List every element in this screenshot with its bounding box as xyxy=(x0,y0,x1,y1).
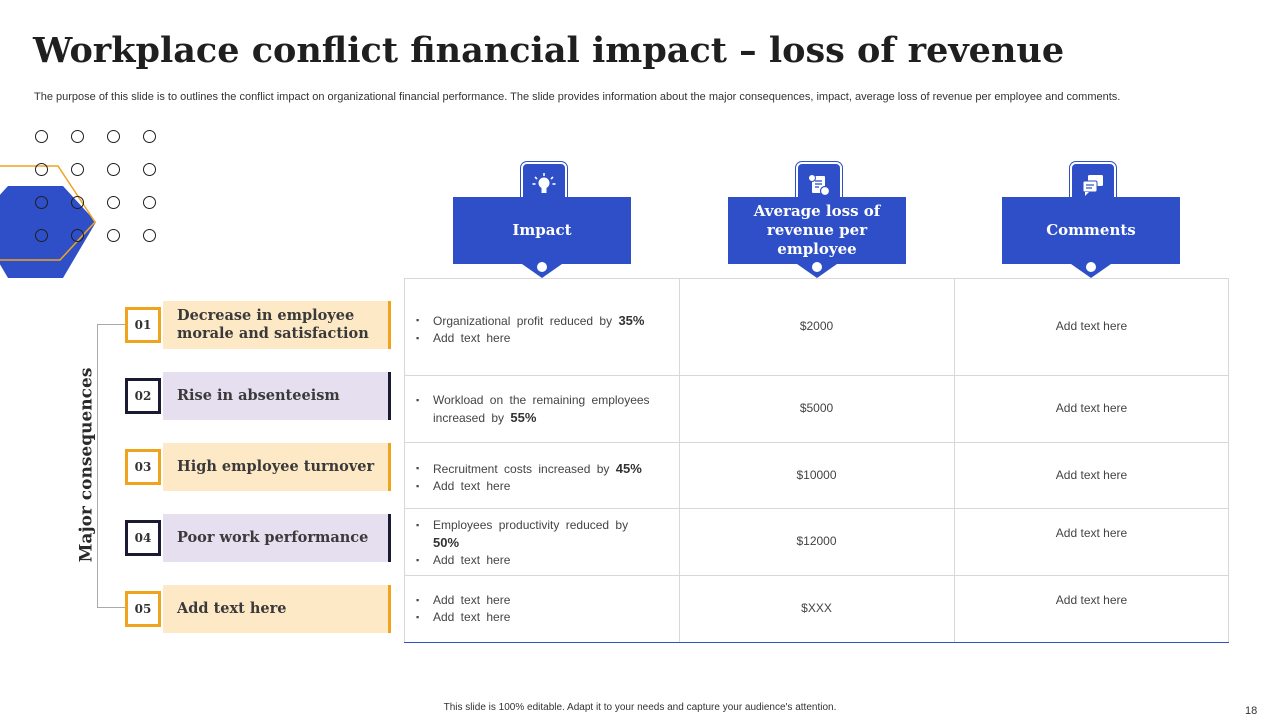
table-row-5-impact: ▪ Add text here ▪ Add text here xyxy=(416,592,661,626)
decorative-dot-grid xyxy=(35,130,165,250)
decorative-dot xyxy=(107,130,120,143)
table-row-3-loss: $10000 xyxy=(796,468,837,482)
list-item: ▪ Add text here xyxy=(416,610,511,624)
slide-subtitle: The purpose of this slide is to outlines… xyxy=(34,91,1121,103)
header-impact-label: Impact xyxy=(453,197,631,264)
header-pointer-dot xyxy=(1086,262,1096,272)
decorative-dot xyxy=(143,229,156,242)
table-row-2-comment: Add text here xyxy=(1055,401,1128,415)
table-row-1-loss: $2000 xyxy=(799,319,834,333)
table-row-2-impact: ▪ Workload on the remaining employees inc… xyxy=(416,392,661,427)
header-comments: Comments xyxy=(1002,162,1180,278)
decorative-dot xyxy=(71,196,84,209)
decorative-dot xyxy=(143,196,156,209)
table-row-1-comment: Add text here xyxy=(1055,319,1128,333)
list-item: ▪ Add text here xyxy=(416,553,511,567)
list-item: ▪ Add text here xyxy=(416,331,511,345)
decorative-dot xyxy=(107,229,120,242)
table-divider xyxy=(404,508,1229,509)
consequence-number: 05 xyxy=(125,591,161,627)
decorative-dot xyxy=(35,130,48,143)
major-consequences-label: Major consequences xyxy=(77,368,97,563)
decorative-dot xyxy=(107,196,120,209)
table-row-3-comment: Add text here xyxy=(1055,468,1128,482)
list-item: ▪ Employees productivity reduced by 50% xyxy=(416,518,629,550)
consequence-number: 04 xyxy=(125,520,161,556)
list-item: ▪ Workload on the remaining employees inc… xyxy=(416,393,650,425)
list-item: ▪ Organizational profit reduced by 35% xyxy=(416,313,645,328)
header-impact: Impact xyxy=(453,162,631,278)
decorative-dot xyxy=(107,163,120,176)
table-row-5-comment: Add text here xyxy=(1055,593,1128,607)
decorative-dot xyxy=(35,229,48,242)
consequence-label: Rise in absenteeism xyxy=(163,372,391,420)
consequence-label: High employee turnover xyxy=(163,443,391,491)
header-pointer-dot xyxy=(812,262,822,272)
decorative-dot xyxy=(35,163,48,176)
svg-text:Major consequences: Major consequences xyxy=(77,368,97,563)
consequence-number: 02 xyxy=(125,378,161,414)
consequence-number: 01 xyxy=(125,307,161,343)
decorative-dot xyxy=(35,196,48,209)
slide-title: Workplace conflict financial impact – lo… xyxy=(33,30,1065,71)
decorative-dot xyxy=(143,163,156,176)
header-average-loss-label: Average loss of revenue per employee xyxy=(728,197,906,264)
decorative-dot xyxy=(71,229,84,242)
table-border xyxy=(1228,279,1229,642)
table-row-1-impact: ▪ Organizational profit reduced by 35% ▪ A… xyxy=(416,312,661,347)
table-row-4-comment: Add text here xyxy=(1055,526,1128,540)
list-item: ▪ Recruitment costs increased by 45% xyxy=(416,461,642,476)
table-divider xyxy=(404,375,1229,376)
table-row-3-impact: ▪ Recruitment costs increased by 45% ▪ Add… xyxy=(416,460,661,495)
consequence-label: Add text here xyxy=(163,585,391,633)
list-item: ▪ Add text here xyxy=(416,479,511,493)
consequence-label: Decrease in employee morale and satisfac… xyxy=(163,301,391,349)
decorative-dot xyxy=(71,163,84,176)
decorative-dot xyxy=(71,130,84,143)
consequence-number: 03 xyxy=(125,449,161,485)
slide-footer: This slide is 100% editable. Adapt it to… xyxy=(443,702,837,713)
consequence-bracket xyxy=(97,324,125,608)
page-number: 18 xyxy=(1245,705,1258,717)
table-row-4-loss: $12000 xyxy=(796,534,837,548)
table-divider xyxy=(954,279,955,642)
impact-table: ▪ Organizational profit reduced by 35% ▪ A… xyxy=(404,278,1229,643)
header-average-loss: Average loss of revenue per employee xyxy=(728,162,906,278)
table-divider xyxy=(404,575,1229,576)
list-item: ▪ Add text here xyxy=(416,593,511,607)
header-pointer-dot xyxy=(537,262,547,272)
header-comments-label: Comments xyxy=(1002,197,1180,264)
table-divider xyxy=(679,279,680,642)
consequence-label: Poor work performance xyxy=(163,514,391,562)
table-row-4-impact: ▪ Employees productivity reduced by 50% ▪… xyxy=(416,517,636,569)
table-border xyxy=(404,279,405,642)
table-divider xyxy=(404,442,1229,443)
table-row-5-loss: $XXX xyxy=(801,601,832,615)
decorative-dot xyxy=(143,130,156,143)
table-row-2-loss: $5000 xyxy=(799,401,834,415)
